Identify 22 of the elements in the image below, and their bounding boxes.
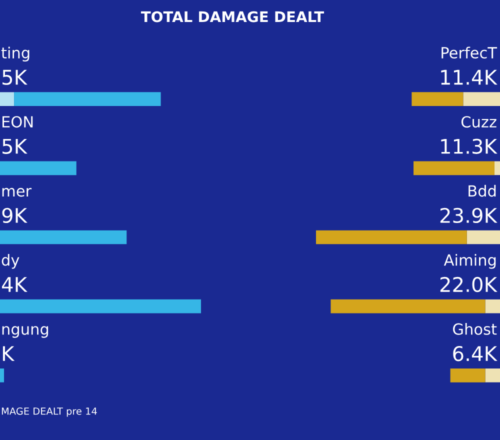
y-tick-label: dy	[2, 254, 20, 269]
text: TOTAL DAMAGE DEALT	[140, 11, 324, 22]
annotation: MAGE DEALT pre 14	[2, 407, 97, 417]
y-tick-label: mer	[2, 188, 32, 197]
annotation: 22.0K	[440, 276, 498, 292]
annotation: 5K	[2, 70, 28, 85]
annotation: 6.4K	[453, 346, 498, 362]
annotation: 11.3K	[441, 138, 498, 154]
y-tick-label: Ghost	[453, 323, 497, 335]
annotation: 4K	[2, 277, 28, 292]
y-tick-label: EON	[2, 116, 33, 128]
annotation: 11.4K	[441, 70, 498, 85]
y-tick-label: PerfecT	[442, 46, 498, 59]
y-tick-label: Bdd	[468, 184, 496, 197]
annotation: 9K	[2, 208, 28, 224]
y-tick-label: Cuzz	[461, 116, 496, 128]
y-tick-label: ting	[1, 46, 30, 62]
y-tick-label: ngung	[2, 326, 48, 338]
annotation: K	[2, 346, 15, 361]
annotation: 23.9K	[440, 208, 498, 224]
annotation: 5K	[2, 139, 28, 154]
y-tick-label: Aiming	[444, 254, 496, 269]
